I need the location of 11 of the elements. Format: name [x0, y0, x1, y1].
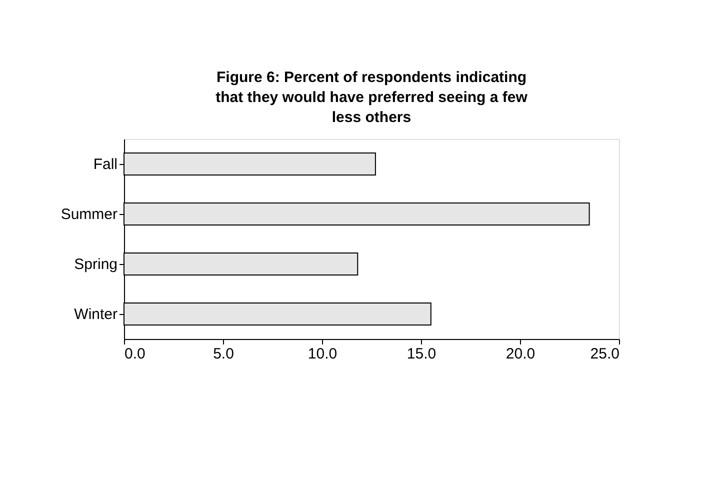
- x-tick-label: 20.0: [506, 346, 536, 362]
- y-tick-label: Spring: [74, 256, 118, 273]
- y-tick-label: Fall: [93, 156, 118, 173]
- x-tick-label: 0.0: [124, 346, 146, 362]
- x-tick-label: 10.0: [308, 346, 338, 362]
- chart-title: Figure 6: Percent of respondents indicating that they would have preferred seeing a few less others: [216, 69, 528, 126]
- y-tick-label: Winter: [74, 306, 118, 323]
- y-tick-label: Summer: [60, 206, 118, 223]
- x-tick-label: 15.0: [406, 346, 436, 362]
- x-tick-label: 25.0: [590, 346, 620, 362]
- x-tick-label: 5.0: [213, 346, 234, 362]
